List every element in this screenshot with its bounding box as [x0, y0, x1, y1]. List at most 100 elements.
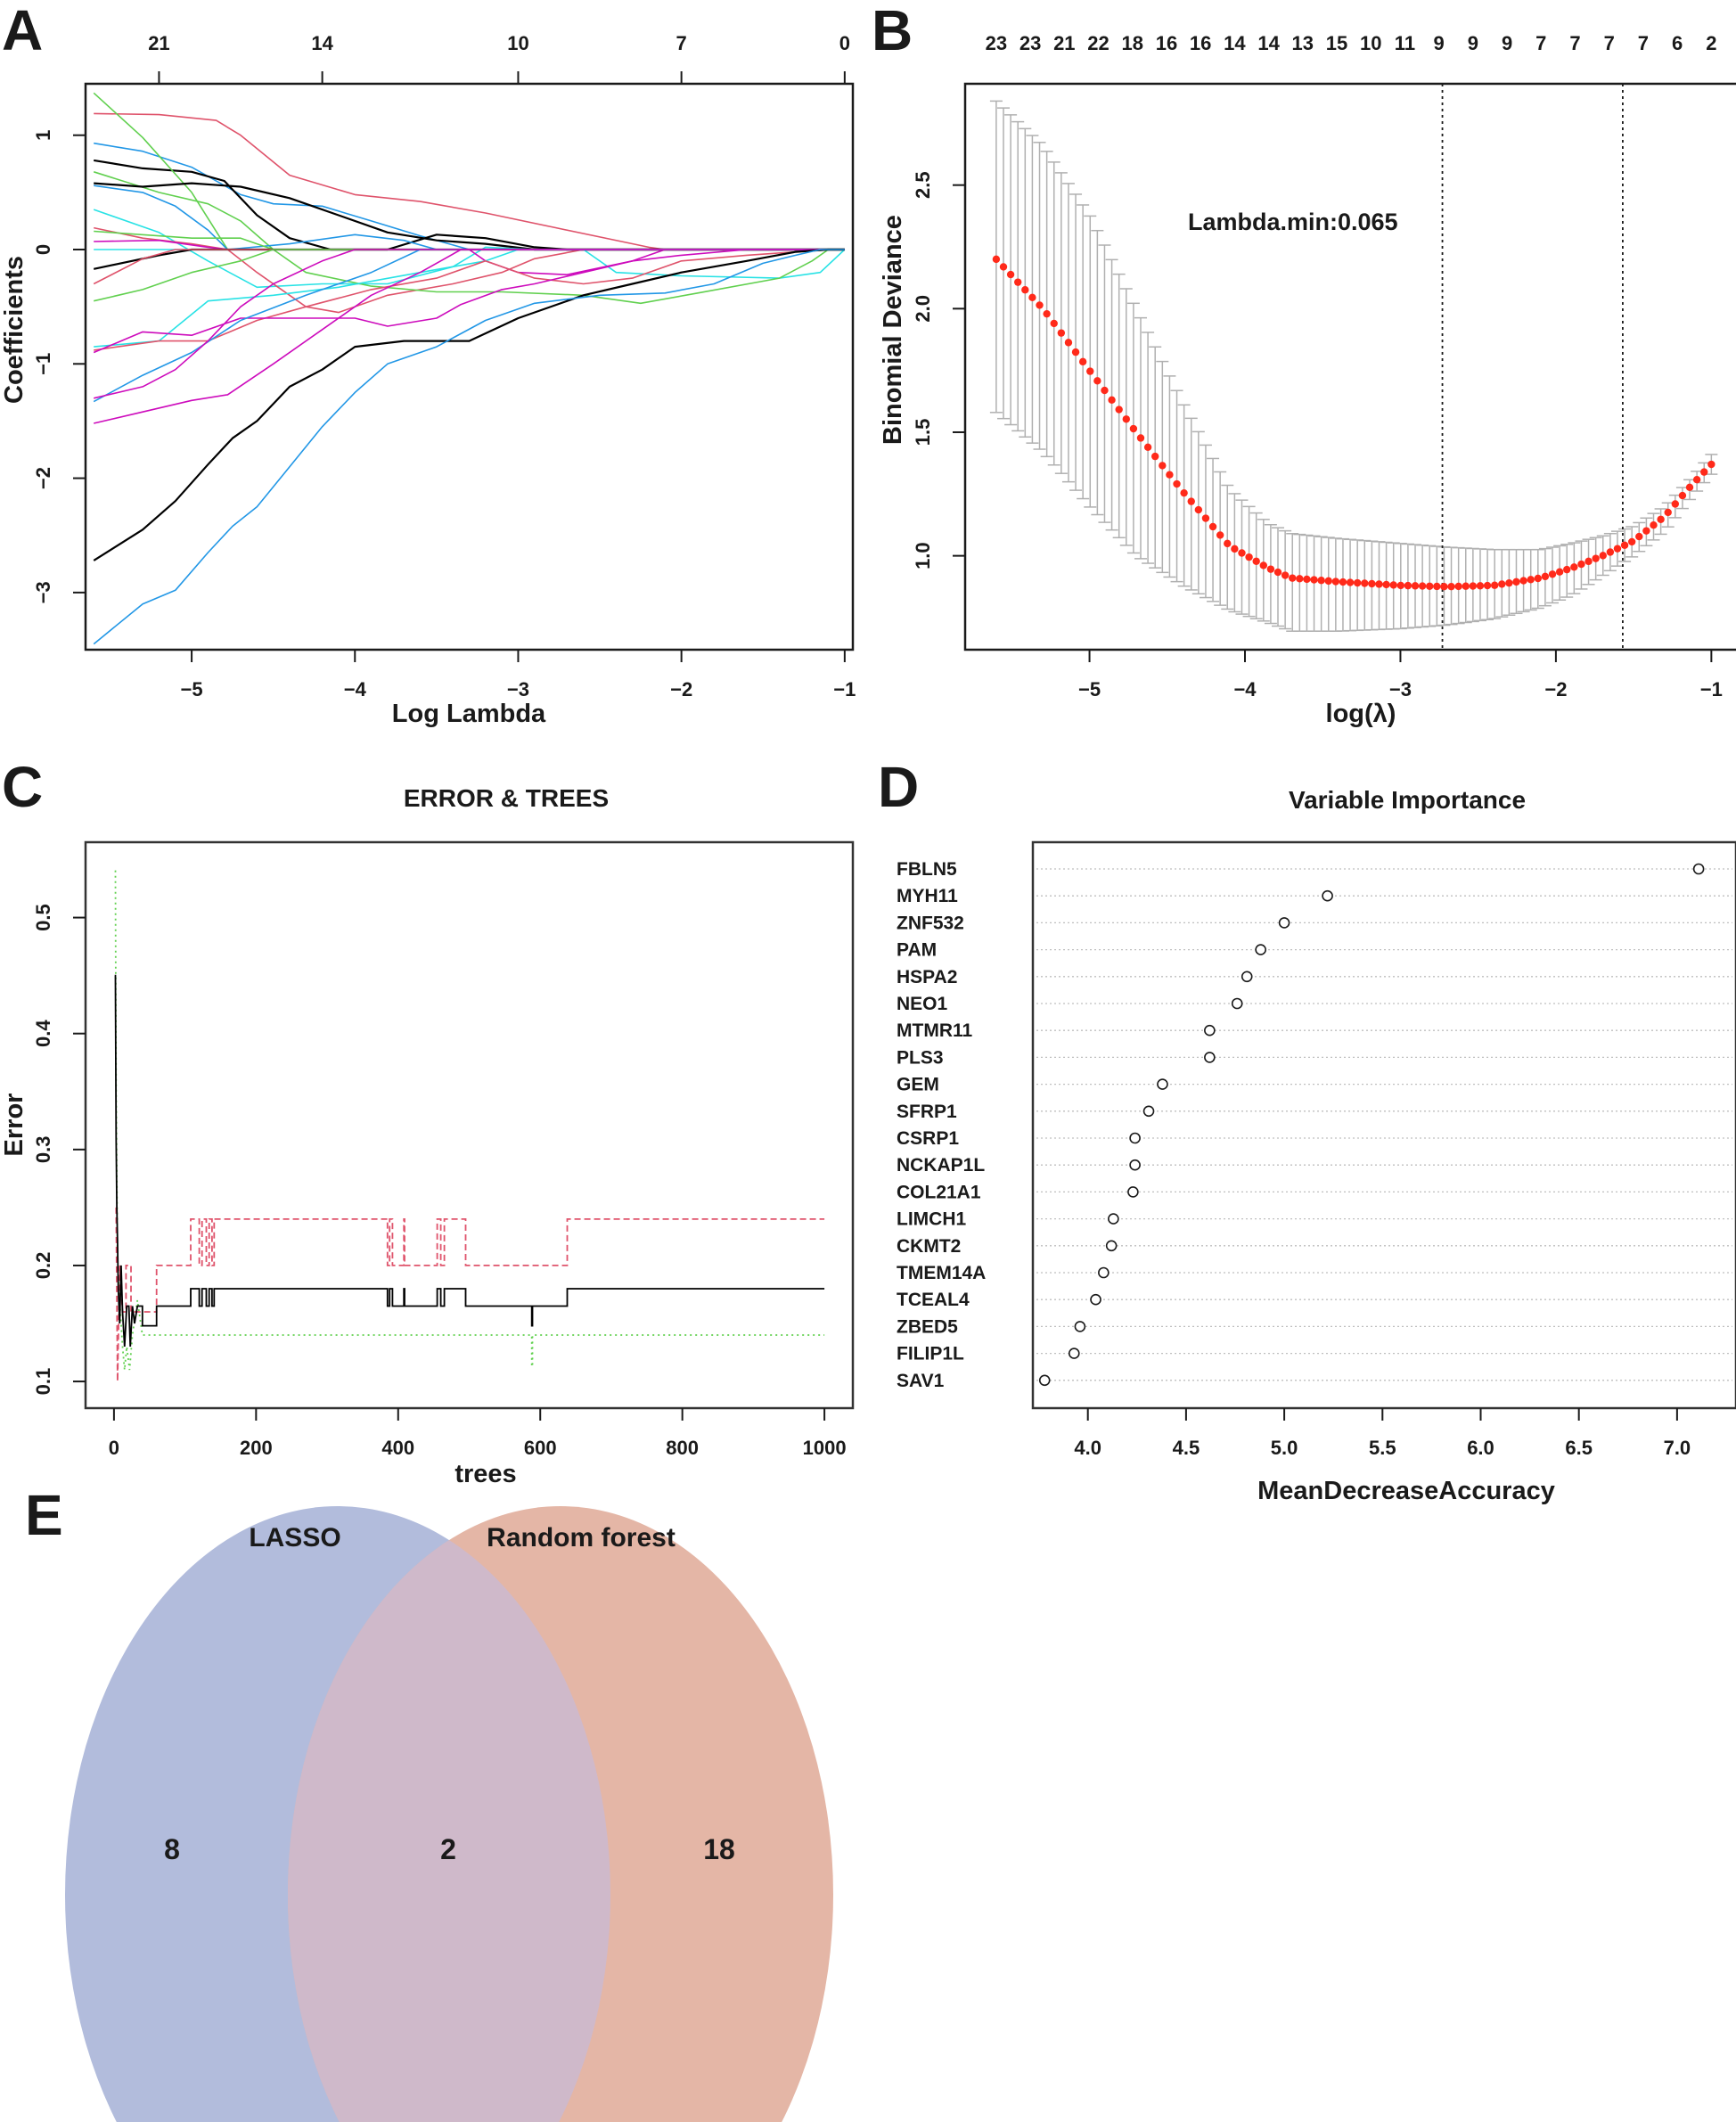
x-axis-tick-label: −5	[1078, 678, 1101, 701]
deviance-point	[1266, 565, 1275, 573]
coefficient-path	[93, 248, 845, 561]
coefficient-path	[93, 249, 845, 354]
panel-letter-a: A	[2, 0, 43, 62]
gene-label: GEM	[897, 1075, 939, 1095]
importance-rows: FBLN5 MYH11 ZNF532 PAM HSPA2 NEO1 MTMR11 PLS3 GE…	[897, 859, 1732, 1391]
deviance-point	[1519, 577, 1527, 585]
deviance-point	[1700, 468, 1708, 476]
top-axis-tick-label: 7	[1638, 32, 1649, 54]
importance-point	[1098, 1266, 1110, 1279]
top-axis-tick-label: 7	[1569, 32, 1580, 54]
top-axis-tick-label: 13	[1292, 32, 1314, 54]
top-axis-tick-label: 14	[1224, 32, 1246, 54]
deviance-point	[1143, 443, 1152, 451]
coefficient-paths	[93, 92, 846, 645]
top-axis-tick-label: 22	[1087, 32, 1109, 54]
deviance-point	[1317, 577, 1325, 585]
lambda-min-annotation: Lambda.min:0.065	[1188, 209, 1398, 235]
deviance-point	[1028, 293, 1036, 302]
top-axis: 21 14 10 7 0	[148, 32, 850, 84]
deviance-point	[1577, 560, 1585, 569]
x-axis-tick-label: 800	[666, 1437, 699, 1459]
top-axis-tick-label: 11	[1395, 32, 1415, 54]
y-axis-tick-label: 2.5	[912, 171, 934, 199]
x-axis-tick-label: 4.0	[1074, 1437, 1101, 1459]
x-axis-tick-label: 400	[381, 1437, 414, 1459]
x-axis-tick-label: −4	[344, 678, 367, 701]
deviance-point	[1650, 521, 1658, 529]
x-axis-tick-label: 6.5	[1565, 1437, 1593, 1459]
top-axis-tick-label: 16	[1156, 32, 1177, 54]
deviance-point	[1115, 406, 1123, 414]
top-axis-tick-label: 2	[1706, 32, 1716, 54]
deviance-point	[1353, 578, 1362, 587]
deviance-point	[1361, 579, 1369, 587]
deviance-point	[1592, 554, 1600, 562]
deviance-point	[1375, 580, 1383, 588]
x-axis: −5 −4 −3 −2 −1	[181, 650, 856, 701]
deviance-point	[1180, 488, 1188, 497]
plot-frame	[1031, 840, 1736, 1410]
gene-label: FBLN5	[897, 859, 957, 880]
deviance-point	[1635, 532, 1643, 541]
deviance-point	[1396, 581, 1405, 590]
top-axis-tick-label: 0	[839, 32, 850, 54]
deviance-point	[1296, 575, 1304, 583]
gene-label: CSRP1	[897, 1128, 959, 1149]
y-axis-tick-label: 1	[32, 130, 54, 141]
gene-label: HSPA2	[897, 967, 957, 987]
top-axis-tick-label: 23	[1019, 32, 1041, 54]
gene-label: MYH11	[897, 886, 958, 906]
panel-a-lasso-coefficients: −5 −4 −3 −2 −1 −3−2−101 21 14 10 7 0 Log Lambda …	[0, 32, 856, 728]
deviance-point	[1620, 541, 1629, 549]
top-axis-tick-label: 7	[1604, 32, 1615, 54]
deviance-point	[1570, 563, 1578, 571]
plot-frame	[84, 82, 855, 651]
gene-label: SAV1	[897, 1371, 945, 1391]
venn-count-random-forest-only: 18	[703, 1833, 735, 1865]
venn-label-random-forest: Random forest	[487, 1523, 676, 1553]
importance-point	[1204, 1024, 1216, 1036]
x-axis-tick-label: −2	[1544, 678, 1567, 701]
venn-count-lasso-only: 8	[164, 1833, 180, 1865]
top-axis-tick-label: 10	[1360, 32, 1381, 54]
deviance-point	[1194, 505, 1203, 514]
coefficient-path	[93, 249, 845, 403]
gene-label: FILIP1L	[897, 1344, 964, 1364]
deviance-point	[1382, 580, 1390, 589]
deviance-point	[1534, 574, 1543, 583]
gene-label: NCKAP1L	[897, 1155, 985, 1176]
deviance-point	[1563, 565, 1571, 574]
deviance-point	[1006, 270, 1015, 279]
deviance-point	[1483, 581, 1492, 590]
y-axis-tick-label: −1	[32, 353, 54, 375]
top-axis-tick-label: 18	[1121, 32, 1142, 54]
x-axis-tick-label: 4.5	[1173, 1437, 1200, 1459]
gene-label: NEO1	[897, 994, 948, 1014]
x-axis-tick-label: −1	[833, 678, 856, 701]
top-axis-tick-label: 15	[1326, 32, 1347, 54]
panel-b-cv-deviance: −5 −4 −3 −2 −1 1.0 1.5 2.0 2.5 23 23 21 22 18 16 16 14…	[879, 32, 1736, 728]
deviance-point	[1289, 574, 1297, 582]
deviance-point	[1462, 582, 1470, 590]
y-axis-tick-label: 0.5	[32, 904, 54, 931]
deviance-point	[1324, 577, 1332, 586]
y-axis-tick-label: 1.0	[912, 542, 934, 569]
gene-label: PLS3	[897, 1047, 944, 1068]
top-axis-tick-label: 9	[1468, 32, 1478, 54]
deviance-point	[1678, 491, 1687, 500]
x-axis-title: log(λ)	[1326, 700, 1396, 728]
top-axis-tick-label: 21	[148, 32, 169, 54]
gene-label: SFRP1	[897, 1102, 957, 1122]
deviance-point	[1036, 301, 1044, 309]
deviance-point	[1606, 548, 1615, 556]
deviance-point	[1078, 357, 1087, 366]
importance-point	[1231, 997, 1243, 1010]
deviance-point	[1245, 553, 1253, 561]
gene-label: CKMT2	[897, 1236, 961, 1257]
deviance-point	[1613, 545, 1622, 553]
importance-point	[1142, 1105, 1155, 1118]
deviance-point	[1368, 579, 1376, 588]
deviance-point	[1108, 396, 1116, 405]
deviance-point	[1440, 583, 1448, 591]
